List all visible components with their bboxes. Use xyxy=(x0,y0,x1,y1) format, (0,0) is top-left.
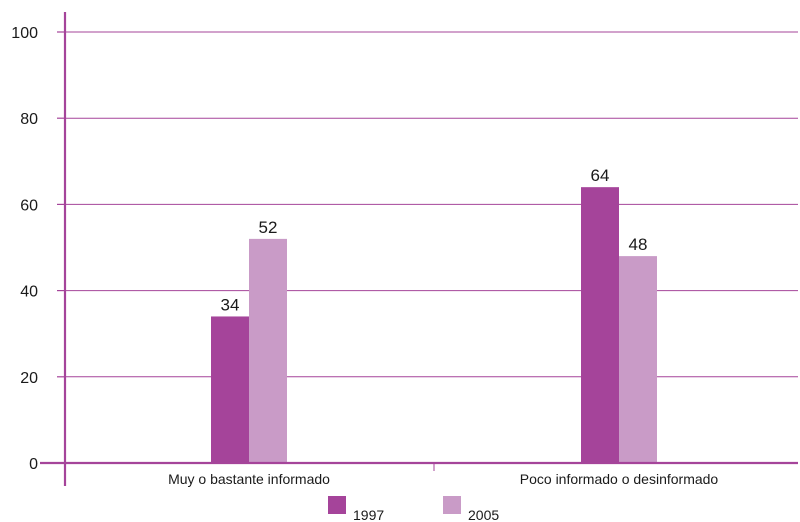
y-tick-label: 20 xyxy=(20,370,38,387)
bar xyxy=(211,316,249,463)
y-tick-label: 60 xyxy=(20,197,38,214)
data-label: 48 xyxy=(629,235,648,254)
legend-swatch xyxy=(443,496,461,514)
data-label: 52 xyxy=(259,218,278,237)
bars xyxy=(211,187,657,463)
legend: 1997 2005 xyxy=(328,496,499,522)
y-tick-label: 80 xyxy=(20,111,38,128)
category-labels: Muy o bastante informado Poco informado o… xyxy=(168,471,718,487)
data-label: 34 xyxy=(221,295,240,314)
legend-label: 2005 xyxy=(468,507,499,522)
axes xyxy=(40,12,798,486)
legend-label: 1997 xyxy=(353,507,384,522)
y-tick-label: 100 xyxy=(11,25,38,42)
y-tick-label: 0 xyxy=(29,456,38,473)
y-axis-tick-labels: 0 20 40 60 80 100 xyxy=(11,25,38,473)
bar xyxy=(619,256,657,463)
legend-swatch xyxy=(328,496,346,514)
y-tick-label: 40 xyxy=(20,284,38,301)
gridlines xyxy=(57,31,798,464)
category-label: Muy o bastante informado xyxy=(168,471,330,487)
data-labels: 34 52 64 48 xyxy=(221,166,648,314)
bar xyxy=(581,187,619,463)
data-label: 64 xyxy=(591,166,610,185)
bar xyxy=(249,238,287,463)
category-label: Poco informado o desinformado xyxy=(520,471,719,487)
